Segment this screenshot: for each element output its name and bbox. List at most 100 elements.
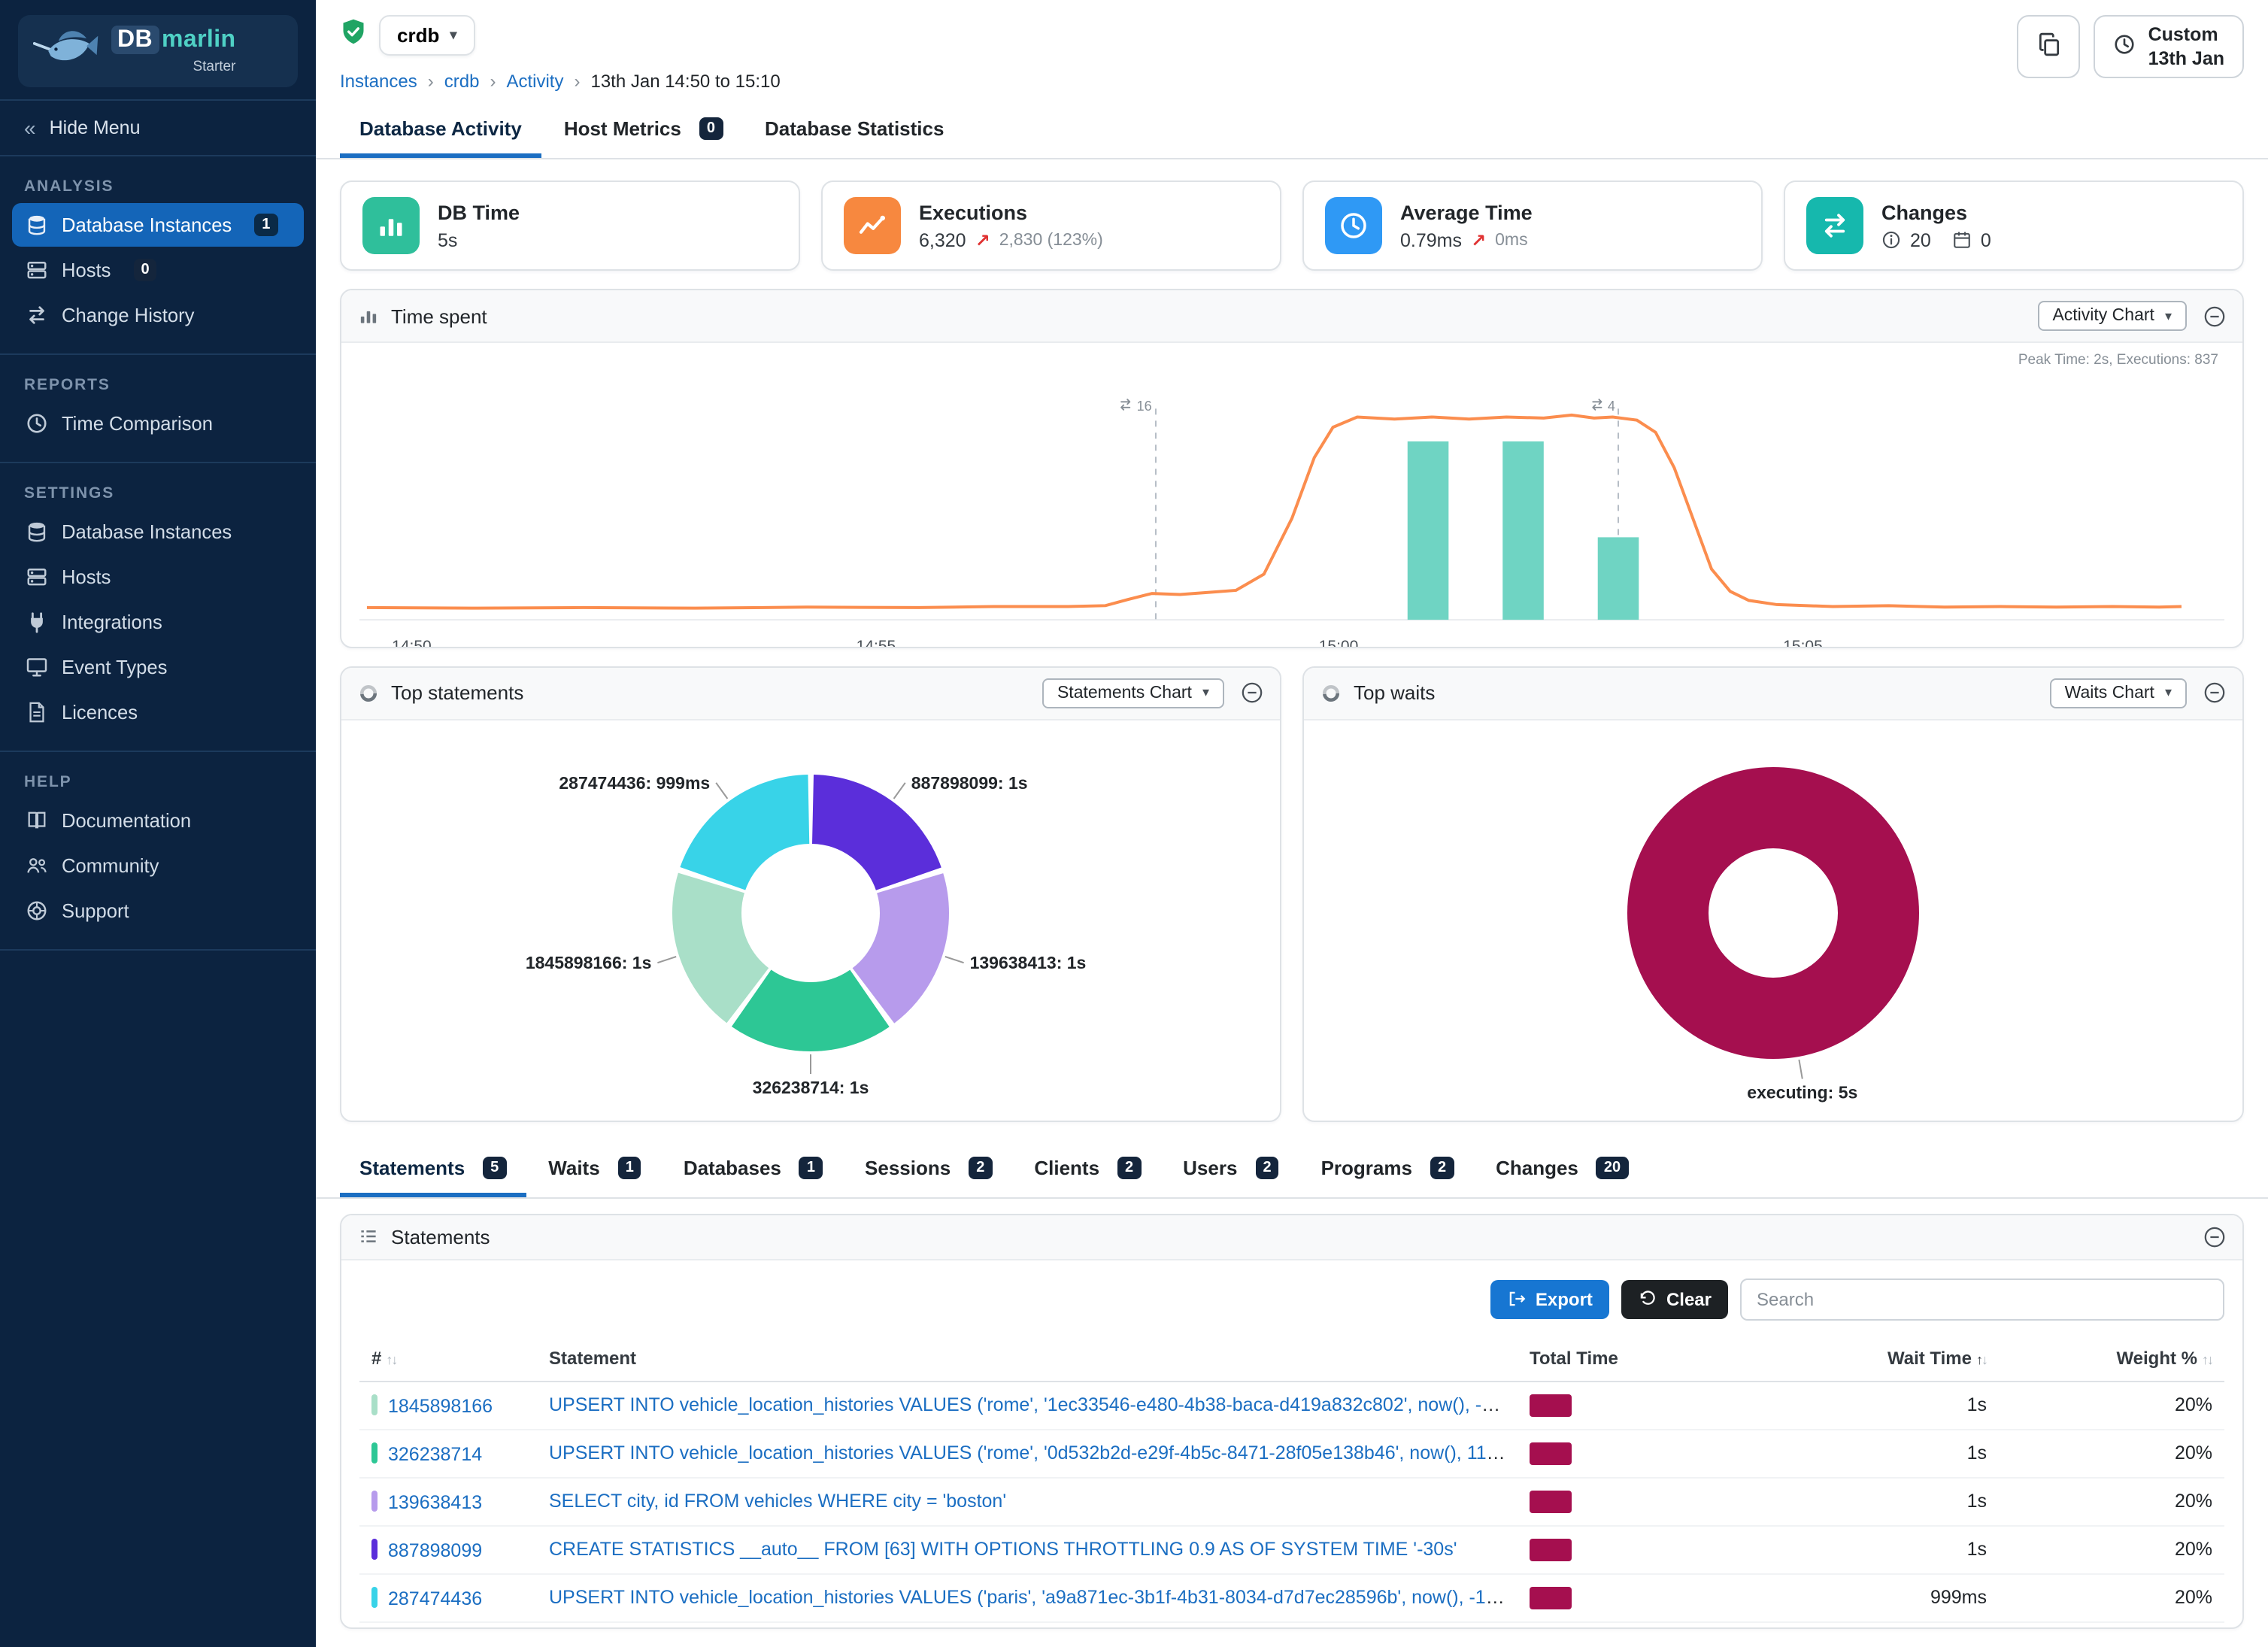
statement-row[interactable]: 887898099 CREATE STATISTICS __auto__ FRO…	[359, 1525, 2224, 1574]
plug-icon	[26, 611, 48, 633]
collapse-icon[interactable]	[1241, 681, 1263, 704]
sidebar-item-database-instances[interactable]: Database Instances	[12, 510, 304, 554]
tab-changes[interactable]: Changes 20	[1476, 1142, 1648, 1197]
swap-icon	[26, 304, 48, 326]
count-badge: 0	[133, 259, 157, 281]
wait-time-value: 999ms	[1796, 1573, 1999, 1622]
statement-row[interactable]: 326238714 UPSERT INTO vehicle_location_h…	[359, 1429, 2224, 1478]
sidebar-item-community[interactable]: Community	[12, 844, 304, 887]
col-statement[interactable]: Statement	[537, 1335, 1518, 1382]
time-spent-panel: Time spent Activity Chart ▾ Peak Time: 2…	[340, 289, 2244, 648]
logo-subtitle: Starter	[193, 59, 236, 75]
change-marker[interactable]: 4	[1590, 397, 1615, 415]
sidebar-item-database-instances[interactable]: Database Instances 1	[12, 203, 304, 247]
sidebar-item-support[interactable]: Support	[12, 889, 304, 933]
statements-chart-select[interactable]: Statements Chart ▾	[1042, 678, 1224, 708]
collapse-icon[interactable]	[2203, 681, 2226, 704]
hide-menu-label: Hide Menu	[49, 117, 141, 138]
sidebar-item-event-types[interactable]: Event Types	[12, 645, 304, 689]
change-marker[interactable]: 16	[1119, 397, 1152, 415]
export-button[interactable]: Export	[1490, 1279, 1609, 1318]
donut-chart-icon	[1320, 682, 1342, 703]
breadcrumb-crdb[interactable]: crdb	[444, 71, 480, 92]
chevron-down-icon: ▾	[2164, 684, 2172, 699]
breadcrumb: Instances › crdb › Activity › 13th Jan 14:50 t…	[340, 71, 781, 92]
sidebar-item-documentation[interactable]: Documentation	[12, 799, 304, 842]
stat-delta: 2,830 (123%)	[999, 231, 1103, 249]
stat-card-db-time: DB Time 5s	[340, 180, 800, 271]
executions-bar	[1597, 537, 1639, 620]
tab-waits[interactable]: Waits 1	[529, 1142, 661, 1197]
sidebar-item-change-history[interactable]: Change History	[12, 293, 304, 337]
statement-id-link[interactable]: 287474436	[388, 1588, 483, 1609]
statement-row[interactable]: 287474436 UPSERT INTO vehicle_location_h…	[359, 1573, 2224, 1622]
statement-link[interactable]: UPSERT INTO vehicle_location_histories V…	[549, 1394, 1518, 1415]
breadcrumb-activity[interactable]: Activity	[506, 71, 564, 92]
donut-label: executing: 5s	[1747, 1082, 1857, 1102]
weight-value: 20%	[1999, 1525, 2224, 1574]
stat-title: Executions	[919, 201, 1028, 223]
tab-sessions[interactable]: Sessions 2	[845, 1142, 1011, 1197]
count-badge: 2	[1430, 1156, 1454, 1178]
clear-button[interactable]: Clear	[1621, 1279, 1728, 1318]
stat-card-changes: Changes 20 0	[1784, 180, 2244, 271]
statement-link[interactable]: CREATE STATISTICS __auto__ FROM [63] WIT…	[549, 1539, 1457, 1560]
waits-chart-select[interactable]: Waits Chart ▾	[2049, 678, 2187, 708]
info-icon	[1881, 230, 1901, 250]
statement-link[interactable]: UPSERT INTO vehicle_location_histories V…	[549, 1587, 1518, 1608]
tab-statements[interactable]: Statements 5	[340, 1142, 526, 1197]
col-id[interactable]: # ↑↓	[359, 1335, 537, 1382]
statement-row[interactable]: 1845898166 UPSERT INTO vehicle_location_…	[359, 1381, 2224, 1430]
weight-value: 20%	[1999, 1573, 2224, 1622]
people-icon	[26, 854, 48, 877]
time-spent-chart[interactable]	[359, 373, 2224, 626]
breadcrumb-instances[interactable]: Instances	[340, 71, 417, 92]
tab-host-metrics[interactable]: Host Metrics 0	[544, 104, 742, 158]
sidebar-item-licences[interactable]: Licences	[12, 690, 304, 734]
sidebar-item-integrations[interactable]: Integrations	[12, 600, 304, 644]
panel-title: Time spent	[391, 305, 487, 327]
time-range-button[interactable]: Custom 13th Jan	[2094, 15, 2244, 78]
list-icon	[358, 1226, 379, 1247]
sidebar-item-time-comparison[interactable]: Time Comparison	[12, 402, 304, 445]
time-spent-chart-area: Peak Time: 2s, Executions: 837 16 4 14:50…	[359, 352, 2224, 646]
clock-icon	[26, 412, 48, 435]
hide-menu-button[interactable]: « Hide Menu	[0, 99, 316, 156]
tab-databases[interactable]: Databases 1	[664, 1142, 842, 1197]
sidebar-item-label: Hosts	[62, 566, 111, 588]
top-waits-donut[interactable]: executing: 5s	[1307, 723, 2239, 1117]
chevrons-left-icon: «	[24, 116, 36, 140]
statement-id-link[interactable]: 139638413	[388, 1491, 483, 1512]
sidebar-item-label: Licences	[62, 701, 138, 723]
tab-programs[interactable]: Programs 2	[1302, 1142, 1474, 1197]
tab-database-activity[interactable]: Database Activity	[340, 104, 541, 158]
stat-card-executions: Executions 6,320 ↗ 2,830 (123%)	[821, 180, 1281, 271]
instance-dropdown[interactable]: crdb ▾	[379, 15, 475, 56]
statement-id-link[interactable]: 887898099	[388, 1539, 483, 1561]
top-statements-donut[interactable]: 887898099: 1s 139638413: 1s 326238714: 1s 1…	[344, 726, 1277, 1114]
activity-chart-select[interactable]: Activity Chart ▾	[2037, 301, 2187, 331]
statement-row[interactable]: 139638413 SELECT city, id FROM vehicles …	[359, 1477, 2224, 1526]
tab-users[interactable]: Users 2	[1163, 1142, 1298, 1197]
statement-link[interactable]: UPSERT INTO vehicle_location_histories V…	[549, 1442, 1518, 1463]
up-right-arrow-icon: ↗	[975, 229, 990, 250]
search-input[interactable]	[1740, 1278, 2224, 1320]
sidebar-item-hosts[interactable]: Hosts	[12, 555, 304, 599]
col-weight[interactable]: Weight % ↑↓	[1999, 1335, 2224, 1382]
collapse-icon[interactable]	[2203, 1225, 2226, 1248]
tab-clients[interactable]: Clients 2	[1014, 1142, 1160, 1197]
sidebar-item-hosts[interactable]: Hosts 0	[12, 248, 304, 292]
collapse-icon[interactable]	[2203, 305, 2226, 327]
col-total-time[interactable]: Total Time	[1518, 1335, 1796, 1382]
count-badge: 1	[799, 1156, 823, 1178]
tab-database-statistics[interactable]: Database Statistics	[765, 117, 944, 140]
copy-button[interactable]	[2017, 15, 2081, 78]
panel-title: Top waits	[1354, 681, 1436, 704]
statement-link[interactable]: SELECT city, id FROM vehicles WHERE city…	[549, 1491, 1007, 1512]
statement-id-link[interactable]: 1845898166	[388, 1395, 493, 1416]
main-content: crdb ▾ Instances › crdb › Activity › 13th Jan …	[316, 0, 2268, 1647]
stat-card-average-time: Average Time 0.79ms ↗ 0ms	[1302, 180, 1763, 271]
sidebar-nav: ANALYSIS Database Instances 1 Hosts 0 Ch…	[0, 156, 316, 951]
col-wait-time[interactable]: Wait Time ↑↓	[1796, 1335, 1999, 1382]
statement-id-link[interactable]: 326238714	[388, 1443, 483, 1464]
